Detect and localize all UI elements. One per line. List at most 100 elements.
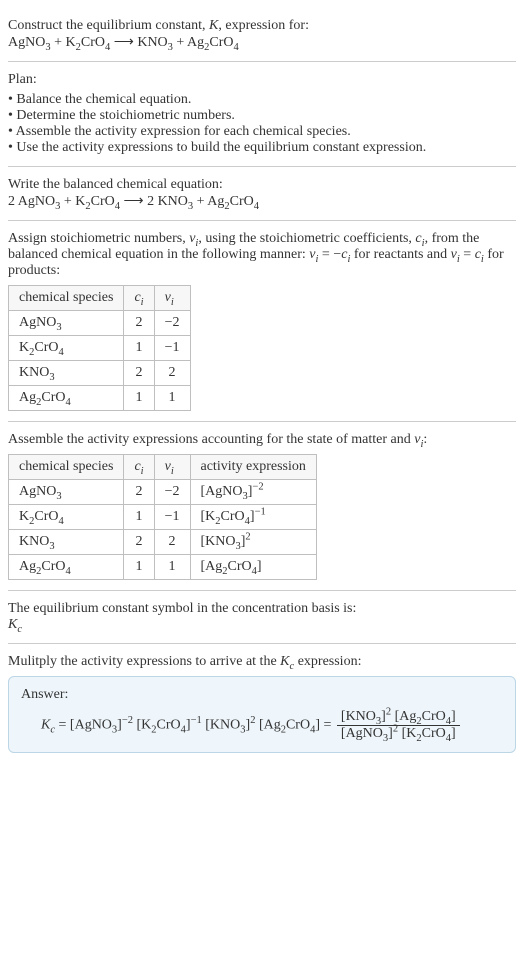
sub: 4	[234, 42, 239, 53]
species: CrO	[230, 194, 254, 209]
text: Assemble the activity expressions accoun…	[8, 432, 414, 447]
sp: CrO	[34, 340, 58, 355]
ex: ]	[257, 559, 262, 574]
cell-v: −2	[154, 311, 190, 336]
numerator: [KNO3]2 [Ag2CrO4]	[337, 709, 460, 726]
sub: 4	[59, 516, 64, 527]
term: CrO	[286, 718, 310, 733]
cell-c: 1	[124, 555, 154, 580]
cell-v: 1	[154, 386, 190, 411]
coef: 2	[147, 194, 158, 209]
cell-species: AgNO3	[9, 311, 124, 336]
sub: 3	[56, 322, 61, 333]
ex: CrO	[228, 559, 252, 574]
species-b2: CrO	[81, 35, 105, 50]
ex: [Ag	[201, 559, 223, 574]
species-b: K	[66, 35, 76, 50]
activity-title: Assemble the activity expressions accoun…	[8, 432, 516, 448]
text: Mulitply the activity expressions to arr…	[8, 654, 280, 669]
species: K	[75, 194, 85, 209]
sub: c	[17, 624, 22, 635]
sp: KNO	[19, 534, 49, 549]
sup: −1	[255, 506, 266, 517]
col-nui: νi	[154, 455, 190, 480]
plan-item: Use the activity expressions to build th…	[8, 140, 516, 156]
cell-species: Ag2CrO4	[9, 555, 124, 580]
answer-expression: Kc = [AgNO3]−2 [K2CrO4]−1 [KNO3]2 [Ag2Cr…	[21, 709, 503, 742]
col-nui: νi	[154, 286, 190, 311]
intro-section: Construct the equilibrium constant, K, e…	[8, 8, 516, 62]
sp: KNO	[19, 365, 49, 380]
cell-species: AgNO3	[9, 480, 124, 505]
species: KNO	[158, 194, 188, 209]
cell-activity: [AgNO3]−2	[190, 480, 316, 505]
plan-item: Balance the chemical equation.	[8, 92, 516, 108]
term: [Ag	[255, 718, 280, 733]
term: ] =	[315, 718, 335, 733]
species-a: AgNO	[8, 35, 45, 50]
text: expression:	[294, 654, 361, 669]
intro-equation: AgNO3 + K2CrO4 ⟶ KNO3 + Ag2CrO4	[8, 34, 516, 51]
sp: AgNO	[19, 484, 56, 499]
sub: 3	[49, 372, 54, 383]
sub: i	[171, 466, 174, 477]
sub: 4	[66, 566, 71, 577]
balanced-title: Write the balanced chemical equation:	[8, 177, 516, 193]
plan-section: Plan: Balance the chemical equation. Det…	[8, 62, 516, 167]
k-symbol: K	[209, 18, 218, 33]
ex: [K	[201, 509, 216, 524]
sup: 2	[245, 531, 250, 542]
assign-text: Assign stoichiometric numbers, νi, using…	[8, 231, 516, 279]
k: K	[280, 654, 289, 669]
cell-activity: [Ag2CrO4]	[190, 555, 316, 580]
symbol-section: The equilibrium constant symbol in the c…	[8, 591, 516, 644]
sp: Ag	[19, 390, 36, 405]
sub: 4	[254, 201, 259, 212]
sub: i	[141, 297, 144, 308]
cell-v: 2	[154, 530, 190, 555]
cell-c: 1	[124, 336, 154, 361]
cell-v: −1	[154, 505, 190, 530]
species-d: Ag	[187, 35, 204, 50]
sub: i	[171, 297, 174, 308]
table-row: Ag2CrO4 1 1	[9, 386, 191, 411]
plan-item: Assemble the activity expression for eac…	[8, 124, 516, 140]
col-species: chemical species	[9, 455, 124, 480]
sp: CrO	[34, 509, 58, 524]
denominator: [AgNO3]2 [K2CrO4]	[337, 726, 460, 742]
col-activity: activity expression	[190, 455, 316, 480]
text: for reactants and	[350, 247, 450, 262]
k: K	[8, 617, 17, 632]
sub: 3	[56, 491, 61, 502]
table-row: AgNO3 2 −2	[9, 311, 191, 336]
col-ci: ci	[124, 455, 154, 480]
multiply-section: Mulitply the activity expressions to arr…	[8, 644, 516, 763]
ex: CrO	[221, 509, 245, 524]
cell-v: 1	[154, 555, 190, 580]
term: CrO	[157, 718, 181, 733]
symbol-line: The equilibrium constant symbol in the c…	[8, 601, 516, 617]
balanced-equation: 2 AgNO3 + K2CrO4 ⟶ 2 KNO3 + Ag2CrO4	[8, 193, 516, 210]
col-species: chemical species	[9, 286, 124, 311]
multiply-line: Mulitply the activity expressions to arr…	[8, 654, 516, 670]
sp: CrO	[41, 559, 65, 574]
species: CrO	[91, 194, 115, 209]
cell-c: 1	[124, 505, 154, 530]
cell-activity: [KNO3]2	[190, 530, 316, 555]
text: Assign stoichiometric numbers,	[8, 231, 189, 246]
cell-c: 2	[124, 480, 154, 505]
species: AgNO	[18, 194, 55, 209]
text: = −	[318, 247, 341, 262]
table-row: KNO3 2 2 [KNO3]2	[9, 530, 317, 555]
stoich-table: chemical species ci νi AgNO3 2 −2 K2CrO4…	[8, 285, 191, 411]
text: =	[460, 247, 475, 262]
sp: AgNO	[19, 315, 56, 330]
text: , using the stoichiometric coefficients,	[198, 231, 415, 246]
cell-v: −1	[154, 336, 190, 361]
sp: K	[19, 509, 29, 524]
d: CrO	[422, 726, 446, 741]
cell-c: 2	[124, 311, 154, 336]
plan-title: Plan:	[8, 72, 516, 88]
intro-text-a: Construct the equilibrium constant,	[8, 18, 209, 33]
species-d2: CrO	[209, 35, 233, 50]
